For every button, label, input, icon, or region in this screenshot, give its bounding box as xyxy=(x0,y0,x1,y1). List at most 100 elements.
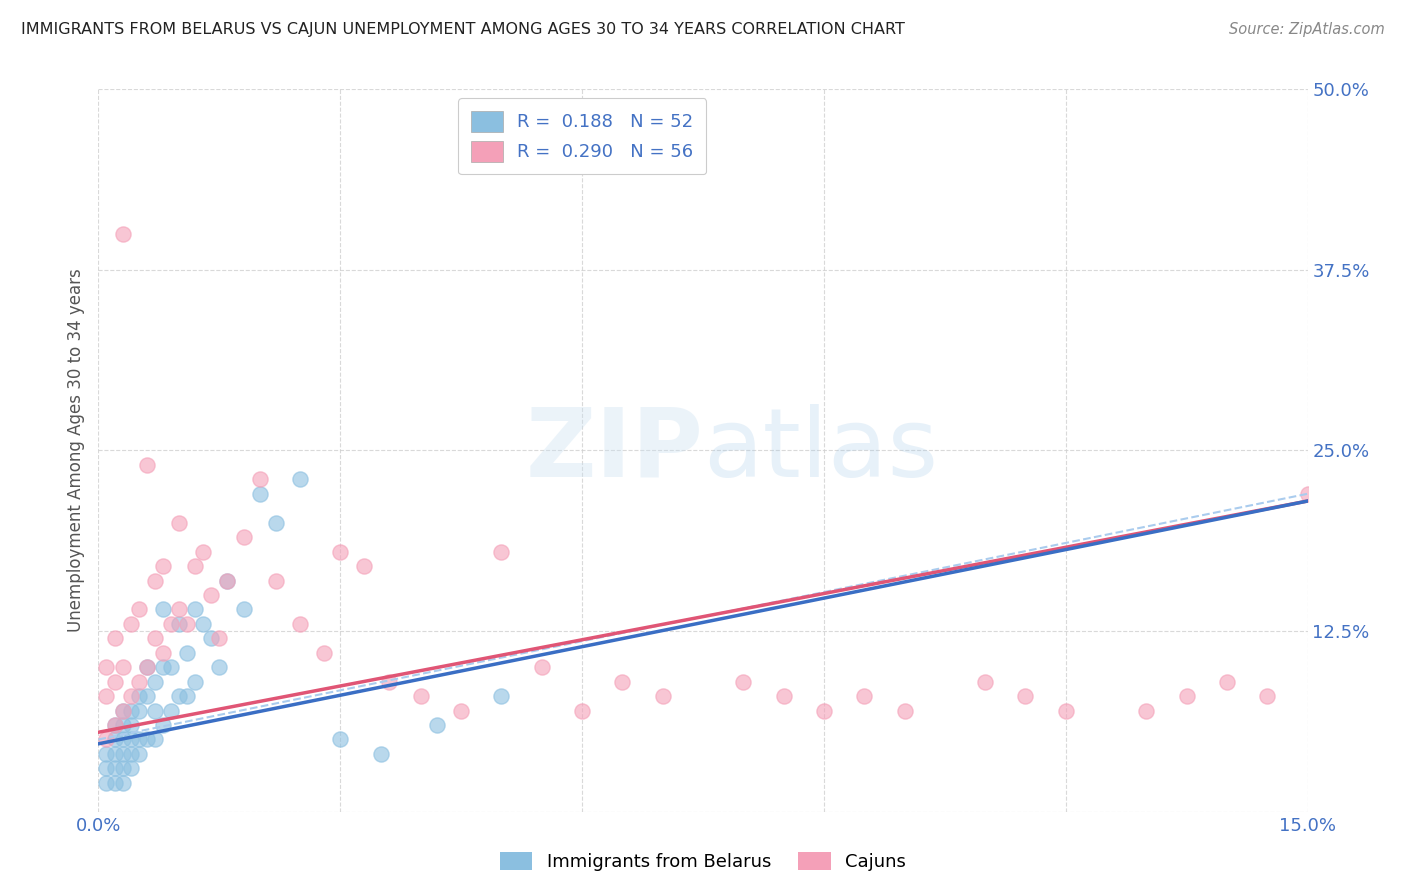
Point xyxy=(893,704,915,718)
Point xyxy=(491,689,513,703)
Point xyxy=(152,718,174,732)
Point xyxy=(128,689,150,703)
Point xyxy=(96,776,118,790)
Point xyxy=(193,544,215,558)
Point xyxy=(1135,704,1157,718)
Text: IMMIGRANTS FROM BELARUS VS CAJUN UNEMPLOYMENT AMONG AGES 30 TO 34 YEARS CORRELAT: IMMIGRANTS FROM BELARUS VS CAJUN UNEMPLO… xyxy=(21,22,905,37)
Point xyxy=(128,602,150,616)
Point xyxy=(111,660,134,674)
Point xyxy=(128,674,150,689)
Point xyxy=(135,660,157,674)
Point xyxy=(450,704,472,718)
Point xyxy=(160,704,183,718)
Point xyxy=(143,732,166,747)
Point xyxy=(160,660,183,674)
Point xyxy=(143,674,166,689)
Point xyxy=(1054,704,1077,718)
Point xyxy=(571,704,593,718)
Point xyxy=(120,689,142,703)
Point xyxy=(143,632,166,646)
Point xyxy=(120,718,142,732)
Point xyxy=(167,689,190,703)
Legend: Immigrants from Belarus, Cajuns: Immigrants from Belarus, Cajuns xyxy=(492,845,914,879)
Point xyxy=(314,646,336,660)
Point xyxy=(217,574,239,588)
Point xyxy=(184,602,207,616)
Point xyxy=(184,559,207,574)
Point xyxy=(96,732,118,747)
Point xyxy=(103,632,125,646)
Point xyxy=(103,747,125,761)
Point xyxy=(152,660,174,674)
Point xyxy=(152,602,174,616)
Point xyxy=(426,718,449,732)
Point xyxy=(111,704,134,718)
Point xyxy=(111,718,134,732)
Point xyxy=(530,660,553,674)
Point xyxy=(200,632,222,646)
Point xyxy=(103,776,125,790)
Legend: R =  0.188   N = 52, R =  0.290   N = 56: R = 0.188 N = 52, R = 0.290 N = 56 xyxy=(458,98,706,174)
Point xyxy=(813,704,835,718)
Point xyxy=(1296,487,1319,501)
Point xyxy=(96,761,118,775)
Point xyxy=(1256,689,1278,703)
Point xyxy=(200,588,222,602)
Point xyxy=(135,689,157,703)
Point xyxy=(329,732,352,747)
Point xyxy=(111,776,134,790)
Point xyxy=(208,632,231,646)
Point xyxy=(1216,674,1239,689)
Point xyxy=(120,732,142,747)
Point xyxy=(208,660,231,674)
Point xyxy=(111,747,134,761)
Point xyxy=(143,704,166,718)
Point xyxy=(176,646,198,660)
Point xyxy=(135,732,157,747)
Point xyxy=(612,674,634,689)
Point xyxy=(111,227,134,241)
Text: ZIP: ZIP xyxy=(524,404,703,497)
Point xyxy=(120,616,142,631)
Point xyxy=(111,761,134,775)
Point xyxy=(353,559,375,574)
Point xyxy=(96,689,118,703)
Point xyxy=(120,761,142,775)
Point xyxy=(160,616,183,631)
Point xyxy=(103,718,125,732)
Point xyxy=(217,574,239,588)
Point xyxy=(409,689,432,703)
Point xyxy=(974,674,997,689)
Point xyxy=(167,516,190,530)
Point xyxy=(772,689,794,703)
Point xyxy=(120,704,142,718)
Point xyxy=(370,747,392,761)
Point xyxy=(143,574,166,588)
Point xyxy=(103,718,125,732)
Point xyxy=(176,616,198,631)
Point xyxy=(103,674,125,689)
Point xyxy=(249,487,271,501)
Point xyxy=(264,574,287,588)
Point xyxy=(167,602,190,616)
Point xyxy=(193,616,215,631)
Point xyxy=(329,544,352,558)
Point xyxy=(103,761,125,775)
Point xyxy=(135,458,157,472)
Point xyxy=(167,616,190,631)
Point xyxy=(232,530,254,544)
Point xyxy=(152,646,174,660)
Point xyxy=(491,544,513,558)
Point xyxy=(1014,689,1036,703)
Point xyxy=(111,732,134,747)
Point xyxy=(135,660,157,674)
Point xyxy=(1175,689,1198,703)
Point xyxy=(152,559,174,574)
Point xyxy=(288,616,311,631)
Point xyxy=(264,516,287,530)
Point xyxy=(733,674,755,689)
Point xyxy=(128,704,150,718)
Point xyxy=(120,747,142,761)
Point xyxy=(103,732,125,747)
Point xyxy=(111,704,134,718)
